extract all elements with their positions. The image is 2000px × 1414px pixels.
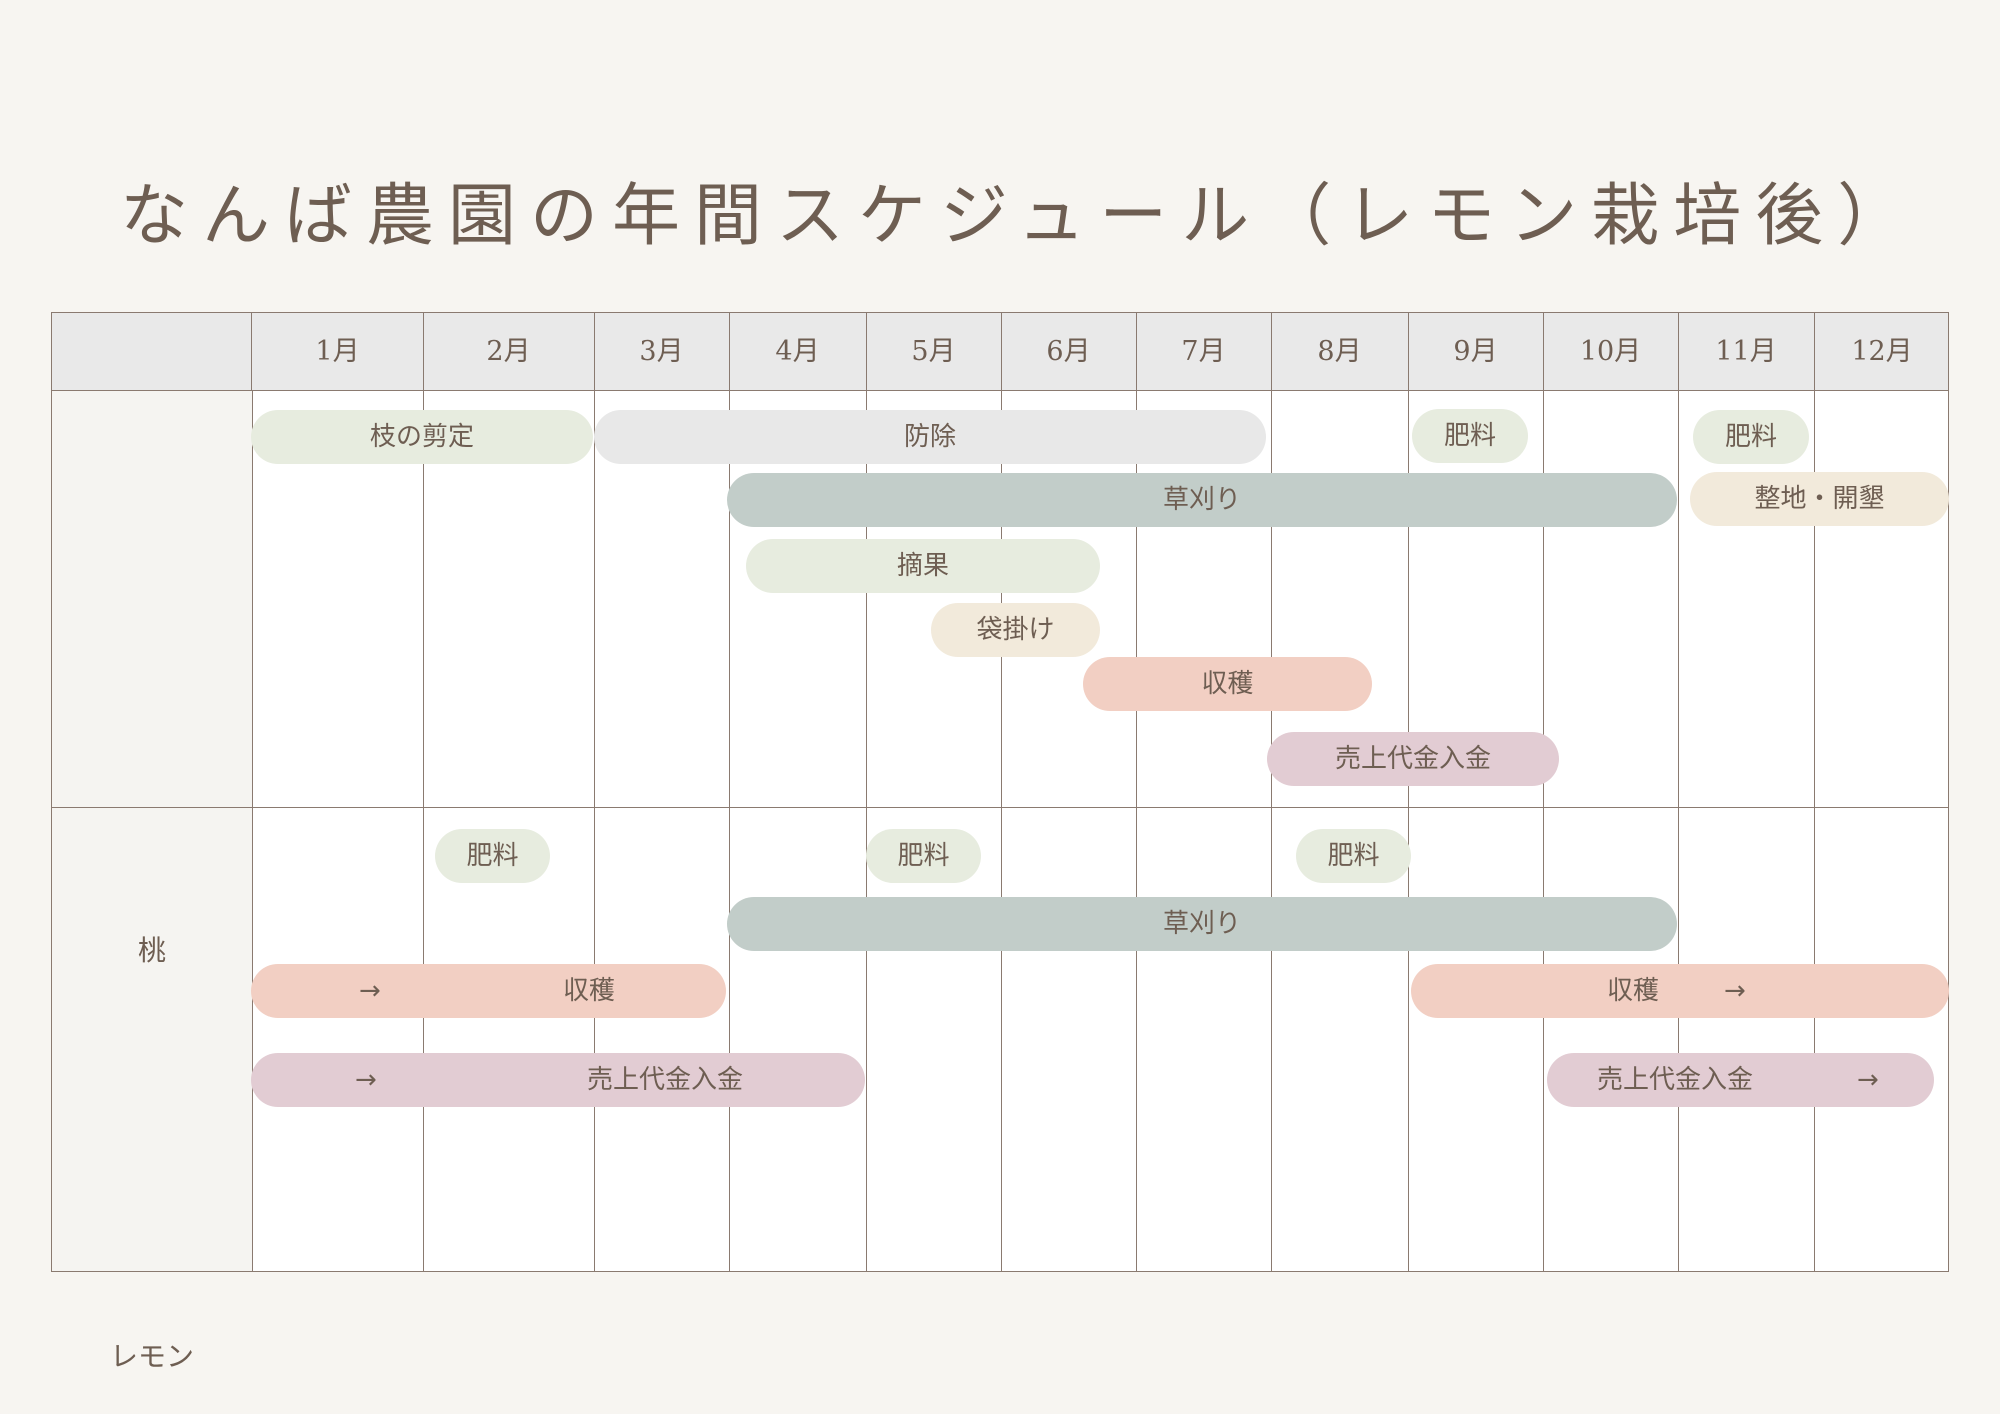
column-divider — [1271, 313, 1272, 1271]
month-header-7: 7月 — [1181, 336, 1226, 367]
task-label: 草刈り — [1162, 485, 1241, 515]
task-weeding: 草刈り — [727, 473, 1677, 527]
task-label: 肥料 — [1724, 422, 1777, 452]
task-label: 草刈り — [1162, 909, 1241, 939]
task-fertilizer: 肥料 — [1296, 829, 1411, 883]
column-divider — [1543, 313, 1544, 1271]
arrow-right-icon: → — [1857, 1065, 1879, 1095]
month-header-5: 5月 — [911, 336, 956, 367]
task-payment: → 売上代金入金 — [251, 1053, 865, 1107]
column-divider — [1408, 313, 1409, 1271]
task-bagging: 袋掛け — [931, 603, 1100, 657]
row-label-lemon: レモン — [109, 1340, 194, 1373]
month-header-6: 6月 — [1046, 336, 1091, 367]
task-label: 収穫 — [1201, 669, 1254, 699]
task-fertilizer: 肥料 — [1412, 409, 1528, 463]
column-divider — [1678, 313, 1679, 1271]
row-label-column — [52, 391, 253, 1271]
task-label: 収穫 — [563, 976, 616, 1006]
arrow-right-icon: → — [355, 1065, 377, 1095]
task-label: 肥料 — [466, 841, 519, 871]
task-harvest: → 収穫 — [251, 964, 726, 1018]
task-label: 肥料 — [1443, 421, 1496, 451]
month-header-3: 3月 — [639, 336, 684, 367]
task-label: 売上代金入金 — [587, 1065, 744, 1095]
column-divider — [1001, 313, 1002, 1271]
month-header-12: 12月 — [1851, 336, 1913, 367]
task-weeding: 草刈り — [727, 897, 1677, 951]
task-fertilizer: 肥料 — [435, 829, 550, 883]
arrow-right-icon: → — [1724, 976, 1746, 1006]
page-title: なんば農園の年間スケジュール（レモン栽培後） — [120, 177, 1920, 256]
task-label: 収穫 — [1607, 976, 1660, 1006]
column-divider — [423, 313, 424, 1271]
task-harvest: 収穫 — [1083, 657, 1372, 711]
task-label: 売上代金入金 — [1597, 1065, 1754, 1095]
task-land-clearing: 整地・開墾 — [1690, 472, 1949, 526]
task-label: 整地・開墾 — [1754, 484, 1885, 514]
task-label: 売上代金入金 — [1334, 744, 1491, 774]
task-pest-control: 防除 — [594, 410, 1266, 464]
task-fruit-thinning: 摘果 — [746, 539, 1100, 593]
month-header-1: 1月 — [315, 336, 360, 367]
task-pruning: 枝の剪定 — [251, 410, 593, 464]
arrow-right-icon: → — [359, 976, 381, 1006]
month-header-10: 10月 — [1579, 336, 1642, 367]
task-label: 肥料 — [1327, 841, 1380, 871]
month-header — [52, 313, 1948, 391]
month-header-9: 9月 — [1453, 336, 1498, 367]
task-label: 袋掛け — [976, 615, 1055, 645]
row-label-peach: 桃 — [137, 934, 166, 967]
task-payment: 売上代金入金 → — [1547, 1053, 1934, 1107]
task-fertilizer: 肥料 — [1693, 410, 1809, 464]
column-divider — [594, 313, 595, 1271]
header-corner — [52, 313, 252, 391]
column-divider — [729, 313, 730, 1271]
task-fertilizer: 肥料 — [866, 829, 981, 883]
month-header-11: 11月 — [1715, 336, 1777, 367]
month-header-8: 8月 — [1317, 336, 1362, 367]
column-divider — [1136, 313, 1137, 1271]
task-label: 摘果 — [896, 551, 949, 581]
task-label: 枝の剪定 — [369, 422, 474, 452]
month-header-4: 4月 — [775, 336, 820, 367]
schedule-table: 1月 2月 3月 4月 5月 6月 7月 8月 9月 10月 11月 12月 桃 レモン — [51, 312, 1949, 1373]
column-divider — [1814, 313, 1815, 1271]
task-label: 肥料 — [897, 841, 950, 871]
month-header-2: 2月 — [486, 336, 531, 367]
column-divider — [866, 313, 867, 1271]
task-harvest: 収穫 → — [1411, 964, 1949, 1018]
task-label: 防除 — [903, 422, 956, 452]
row-divider — [52, 807, 1948, 808]
task-payment: 売上代金入金 — [1267, 732, 1559, 786]
